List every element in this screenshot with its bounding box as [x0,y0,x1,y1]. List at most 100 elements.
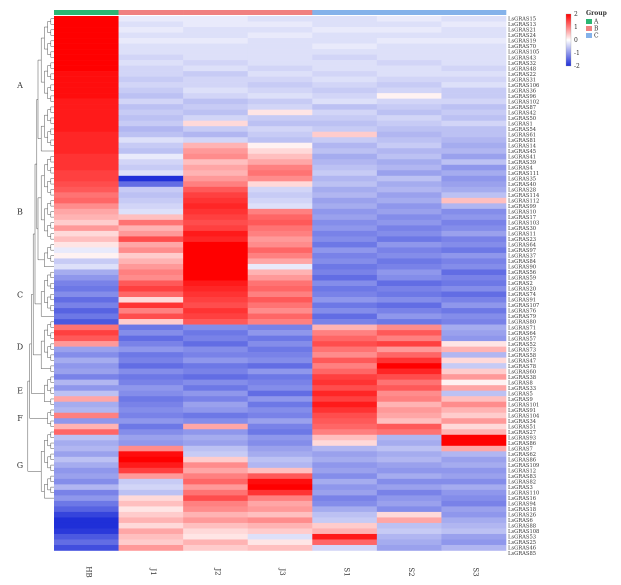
heatmap-cell [247,313,313,320]
heatmap-cell [247,219,313,226]
heatmap-cell [54,346,119,353]
heatmap-cell [54,236,119,243]
group-annotation-bar [54,10,507,15]
heatmap-cell [183,357,249,364]
heatmap-cell [118,32,184,39]
heatmap-cell [247,32,313,39]
heatmap-cell [183,297,249,303]
heatmap-cell [118,60,184,66]
heatmap-cell [183,208,249,215]
heatmap-cell [247,65,313,72]
group-cell-HB [54,10,119,15]
heatmap-cell [312,286,378,292]
row-label: LsGRAS36 [508,88,536,94]
heatmap-cell [247,247,313,254]
heatmap-cell [54,16,119,22]
heatmap-cell [312,500,378,507]
heatmap-cell [54,434,119,441]
cluster-label-D: D [17,343,23,352]
heatmap-cell [183,495,249,502]
cluster-label-B: B [17,208,23,217]
heatmap-cell [441,214,507,221]
heatmap-cell [54,286,119,292]
heatmap-cell [54,401,119,408]
heatmap-cell [183,137,249,144]
heatmap-cell [312,423,378,430]
heatmap-cell [118,137,184,144]
heatmap-cell [312,230,378,237]
heatmap-cell [376,225,442,232]
heatmap-cell [312,434,378,441]
row-label: LsGRAS51 [508,424,536,430]
heatmap-cell [183,16,249,22]
column-label-HB: HB [84,566,92,577]
heatmap-cell [54,21,119,28]
heatmap-cell [376,456,442,463]
heatmap-cell [183,126,249,133]
heatmap-cell [183,511,249,518]
heatmap-cell [118,396,184,403]
heatmap-cell [183,418,249,425]
heatmap-cell [183,462,249,469]
heatmap-cell [183,291,249,298]
heatmap-cell [312,291,378,298]
row-label: LsGRAS80 [508,320,536,326]
heatmap-cell [312,87,378,94]
heatmap-cell [441,192,507,199]
heatmap-cell [118,104,184,110]
heatmap-cell [312,379,378,386]
heatmap-cell [312,363,378,369]
heatmap-cell [312,16,378,22]
heatmap-cell [54,396,119,403]
column-label-J2: J2 [213,567,221,575]
heatmap-cell [247,230,313,237]
heatmap-cell [312,192,378,199]
heatmap-cell [312,533,378,540]
heatmap-cell [441,241,507,248]
heatmap-cell [312,269,378,276]
heatmap-cell [118,208,184,215]
heatmap-cell [376,467,442,474]
heatmap-cell [54,297,119,303]
heatmap-cell [376,280,442,287]
heatmap-cell [54,192,119,199]
heatmap-cell [54,341,119,347]
heatmap-cell [54,137,119,144]
row-label: LsGRAS70 [508,44,536,50]
heatmap-cell [54,407,119,414]
row-label: LsGRAS16 [508,496,536,502]
column-label-S2: S2 [407,567,415,576]
heatmap-cell [441,473,507,480]
heatmap-cell [183,71,249,77]
heatmap-cell [441,401,507,408]
heatmap-cell [54,43,119,50]
heatmap-cell [183,390,249,397]
heatmap-cell [376,297,442,303]
heatmap-cell [183,32,249,39]
heatmap-cell [312,544,378,551]
heatmap-cell [247,192,313,199]
heatmap-cell [441,324,507,331]
heatmap-cell [312,462,378,469]
heatmap-cell [441,379,507,386]
heatmap-cell [247,54,313,61]
heatmap-cell [376,363,442,369]
row-label: LsGRAS96 [508,94,536,100]
row-label: LsGRAS34 [508,419,537,425]
heatmap-cell [118,297,184,303]
heatmap-cell [54,517,119,524]
heatmap-cell [54,269,119,276]
heatmap-cell [441,313,507,320]
color-scale-bar [565,13,572,67]
heatmap-cell [441,506,507,513]
heatmap-cell [118,302,184,309]
heatmap-cell [54,115,119,121]
heatmap-cell [312,241,378,248]
heatmap-cell [247,357,313,364]
heatmap-cell [376,335,442,342]
heatmap-cell [312,126,378,133]
heatmap-cell [376,21,442,28]
row-label: LsGRAS39 [508,160,536,166]
heatmap-cell [118,203,184,210]
heatmap-cell [376,341,442,347]
